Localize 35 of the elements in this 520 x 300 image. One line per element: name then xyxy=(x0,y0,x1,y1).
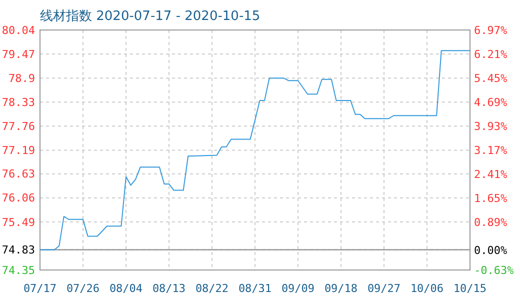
line-series xyxy=(40,50,470,250)
y2-tick-label: 5.45% xyxy=(474,72,508,85)
x-tick-label: 08/22 xyxy=(195,282,229,295)
x-tick-label: 09/27 xyxy=(367,282,401,295)
y-tick-label: 74.83 xyxy=(2,244,35,257)
x-tick-label: 10/06 xyxy=(410,282,444,295)
y-tick-label: 76.06 xyxy=(2,192,35,205)
x-tick-label: 07/17 xyxy=(23,282,57,295)
y2-tick-label: 1.65% xyxy=(474,192,508,205)
y-tick-label: 76.63 xyxy=(2,168,35,181)
x-tick-label: 07/26 xyxy=(66,282,100,295)
y-tick-label: 80.04 xyxy=(2,24,36,37)
y-tick-label: 78.9 xyxy=(8,72,35,85)
y-tick-label: 79.47 xyxy=(2,48,35,61)
y2-tick-label: 3.93% xyxy=(474,120,508,133)
x-tick-label: 09/09 xyxy=(281,282,315,295)
y2-tick-label: 4.69% xyxy=(474,96,508,109)
y2-tick-label: 2.41% xyxy=(474,168,508,181)
y2-tick-label: 3.17% xyxy=(474,144,508,157)
y-tick-label: 77.76 xyxy=(2,120,35,134)
y-tick-label: 78.33 xyxy=(2,96,35,109)
x-tick-label: 08/04 xyxy=(109,282,143,295)
y2-tick-label: -0.63% xyxy=(474,264,514,277)
x-tick-label: 10/15 xyxy=(453,282,487,295)
y-tick-label: 74.35 xyxy=(2,264,35,277)
y-tick-label: 75.49 xyxy=(2,216,35,229)
chart-title: 线材指数 2020-07-17 - 2020-10-15 xyxy=(40,9,260,24)
y2-tick-label: 6.97% xyxy=(474,24,508,37)
y2-tick-label: 6.21% xyxy=(474,48,508,61)
x-tick-label: 08/13 xyxy=(152,282,186,295)
x-tick-label: 09/18 xyxy=(324,282,358,295)
y-tick-label: 77.19 xyxy=(2,144,35,158)
y2-tick-label: 0.00% xyxy=(474,244,508,257)
y2-tick-label: 0.89% xyxy=(474,216,508,229)
x-tick-label: 08/31 xyxy=(238,282,272,295)
